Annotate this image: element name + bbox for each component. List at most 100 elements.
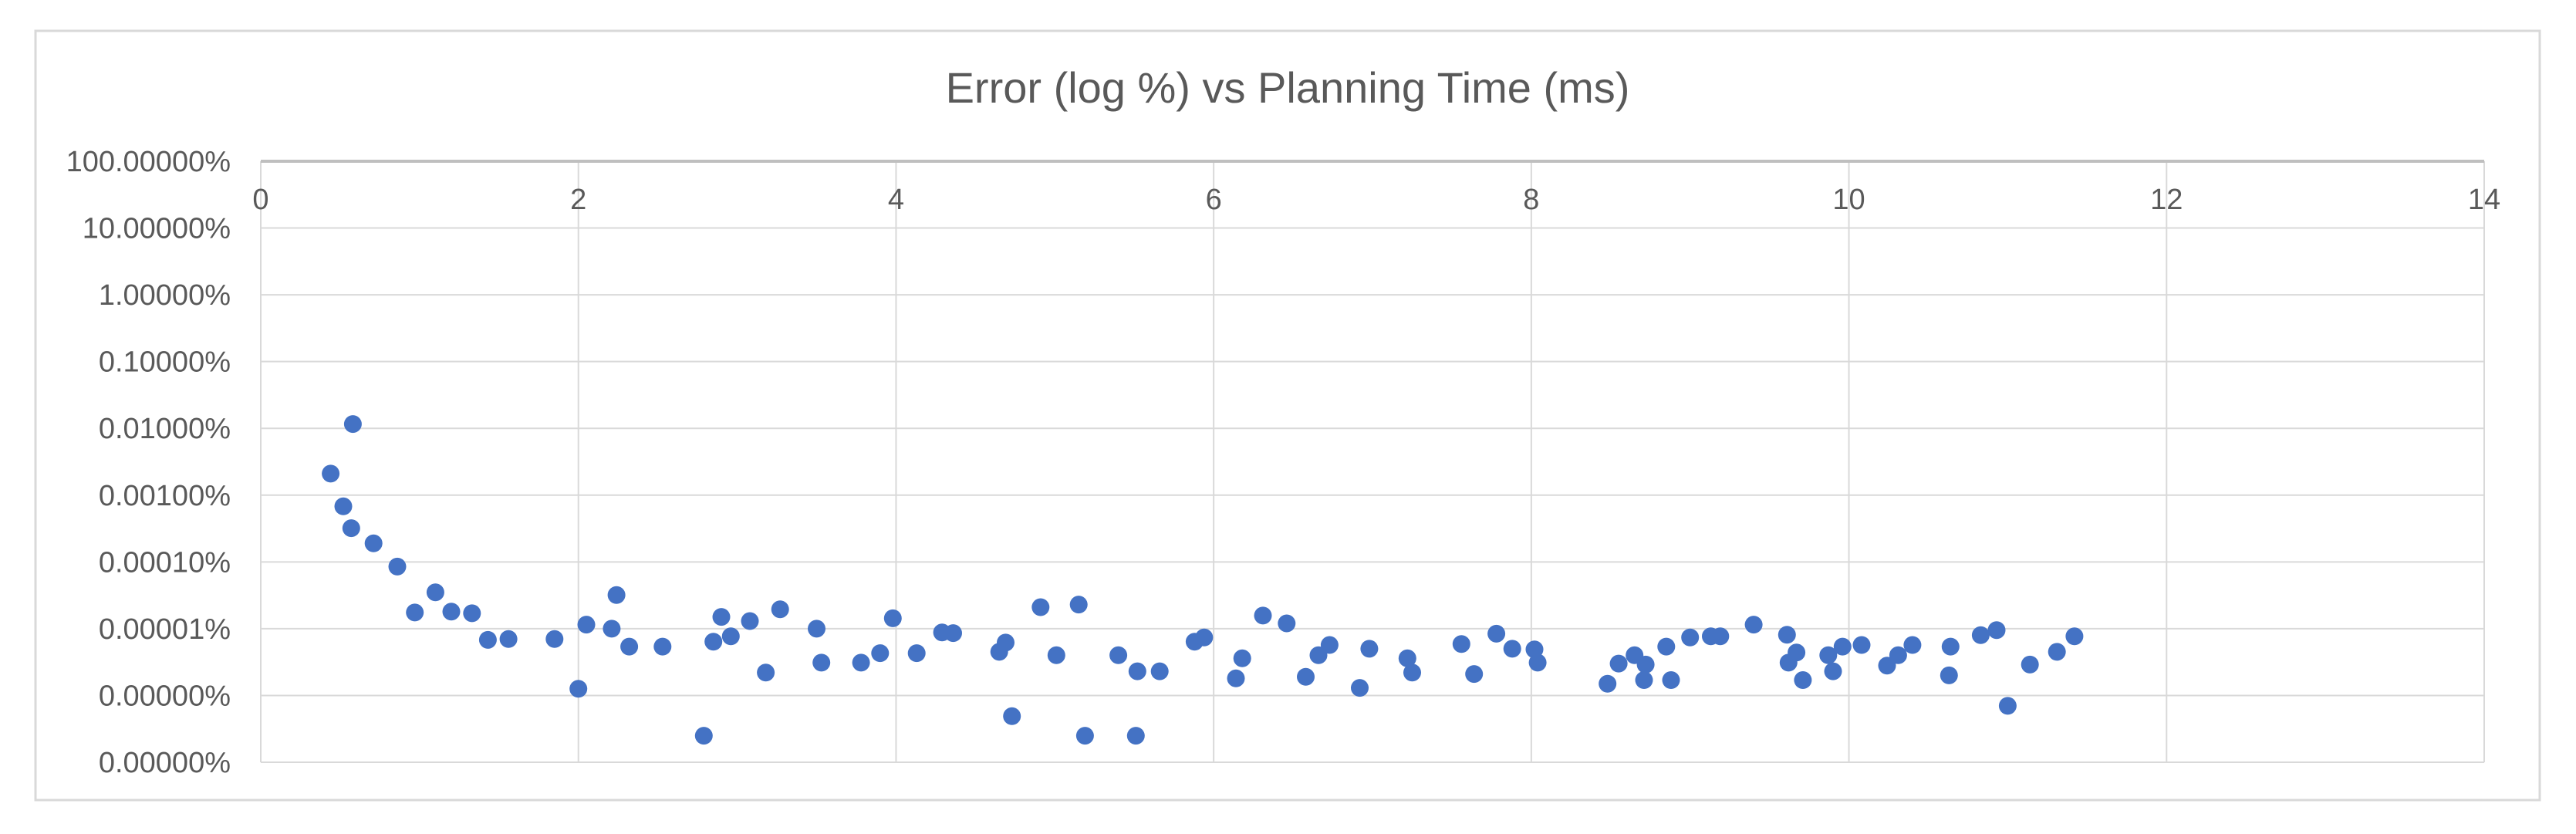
x-axis-tick-label: 12 — [2150, 184, 2183, 216]
data-point[interactable] — [1941, 637, 1960, 656]
data-point[interactable] — [1711, 627, 1730, 646]
data-point[interactable] — [1599, 674, 1617, 693]
data-point[interactable] — [1126, 727, 1145, 745]
data-point[interactable] — [1788, 643, 1806, 662]
data-point[interactable] — [1452, 635, 1470, 653]
data-point[interactable] — [1794, 671, 1812, 689]
data-point[interactable] — [1503, 640, 1521, 658]
x-axis-tick-label: 8 — [1523, 184, 1539, 216]
data-point[interactable] — [1195, 628, 1214, 647]
data-point[interactable] — [721, 627, 740, 646]
data-point[interactable] — [1150, 662, 1169, 680]
y-axis-tick-label: 1.00000% — [99, 279, 231, 312]
x-axis-tick-label: 2 — [570, 184, 586, 216]
data-point[interactable] — [997, 633, 1015, 652]
data-point[interactable] — [1744, 616, 1763, 634]
data-point[interactable] — [388, 557, 407, 576]
data-point[interactable] — [1128, 662, 1146, 680]
data-point[interactable] — [2021, 655, 2039, 674]
data-point[interactable] — [653, 637, 672, 656]
data-point[interactable] — [694, 727, 713, 745]
data-point[interactable] — [1031, 598, 1050, 616]
data-point[interactable] — [1320, 636, 1339, 654]
axis-lines — [260, 160, 2484, 762]
data-point[interactable] — [478, 630, 497, 649]
x-axis-tick-label: 4 — [888, 184, 904, 216]
data-point[interactable] — [1109, 646, 1128, 664]
data-point[interactable] — [322, 464, 340, 483]
data-point[interactable] — [1297, 667, 1315, 686]
data-point[interactable] — [2048, 643, 2066, 661]
data-point[interactable] — [342, 519, 360, 538]
data-point[interactable] — [603, 620, 621, 638]
data-point[interactable] — [808, 620, 825, 638]
data-point[interactable] — [463, 604, 481, 623]
data-point[interactable] — [1069, 596, 1088, 614]
data-point[interactable] — [1878, 657, 1896, 675]
data-point[interactable] — [442, 603, 461, 621]
data-point[interactable] — [607, 586, 626, 604]
data-point[interactable] — [1003, 707, 1021, 725]
chart-title: Error (log %) vs Planning Time (ms) — [946, 63, 1630, 112]
x-axis-tick-labels: 0 2 4 6 8 10 12 14 — [252, 184, 2500, 216]
data-point[interactable] — [771, 600, 789, 619]
data-point[interactable] — [1403, 663, 1421, 682]
data-point[interactable] — [545, 630, 564, 648]
data-point[interactable] — [1233, 649, 1251, 667]
data-point[interactable] — [1398, 649, 1416, 667]
data-point[interactable] — [577, 616, 596, 634]
data-point[interactable] — [1889, 646, 1907, 664]
data-point[interactable] — [1635, 671, 1653, 689]
data-point[interactable] — [852, 653, 870, 672]
data-point[interactable] — [569, 680, 588, 698]
data-point[interactable] — [1487, 624, 1506, 643]
data-point[interactable] — [1662, 671, 1680, 689]
data-point[interactable] — [1465, 665, 1484, 684]
data-point[interactable] — [2065, 627, 2084, 646]
data-point[interactable] — [620, 637, 639, 656]
data-point[interactable] — [907, 644, 926, 663]
data-point[interactable] — [499, 630, 518, 648]
data-point[interactable] — [1075, 727, 1094, 745]
data-point[interactable] — [1971, 626, 1990, 644]
y-axis-tick-labels: 100.00000% 10.00000% 1.00000% 0.10000% 0.010… — [66, 146, 231, 779]
data-point[interactable] — [883, 609, 902, 627]
data-point[interactable] — [1636, 655, 1655, 674]
data-point[interactable] — [1525, 640, 1544, 659]
x-axis-tick-label: 6 — [1206, 184, 1222, 216]
data-point[interactable] — [426, 583, 444, 602]
data-point[interactable] — [757, 663, 775, 682]
data-point[interactable] — [1657, 637, 1676, 656]
x-axis-tick-label: 0 — [252, 184, 268, 216]
data-point[interactable] — [1987, 621, 2006, 640]
data-point[interactable] — [1940, 666, 1958, 684]
data-point[interactable] — [1351, 679, 1369, 697]
data-point[interactable] — [1824, 662, 1842, 680]
data-point[interactable] — [1528, 653, 1547, 672]
data-point[interactable] — [334, 497, 353, 515]
data-point[interactable] — [1852, 636, 1871, 654]
data-point[interactable] — [1360, 640, 1379, 658]
data-point[interactable] — [343, 415, 362, 434]
data-point[interactable] — [871, 644, 890, 663]
data-point[interactable] — [812, 653, 831, 672]
data-point[interactable] — [406, 603, 424, 622]
data-point[interactable] — [1903, 636, 1922, 654]
y-axis-tick-label: 0.00010% — [99, 546, 231, 579]
data-point[interactable] — [1819, 646, 1838, 664]
data-point[interactable] — [944, 624, 962, 643]
data-point[interactable] — [741, 612, 759, 630]
data-point[interactable] — [1609, 654, 1628, 673]
data-point[interactable] — [364, 534, 383, 552]
data-point[interactable] — [704, 633, 723, 651]
data-point[interactable] — [1833, 637, 1852, 656]
data-point[interactable] — [1681, 628, 1700, 647]
data-point[interactable] — [1778, 626, 1796, 644]
data-point[interactable] — [1278, 614, 1296, 633]
data-point[interactable] — [1227, 669, 1245, 687]
data-point[interactable] — [1254, 606, 1272, 625]
data-point[interactable] — [1998, 697, 2017, 715]
data-point[interactable] — [1047, 646, 1065, 664]
data-point[interactable] — [712, 608, 731, 626]
